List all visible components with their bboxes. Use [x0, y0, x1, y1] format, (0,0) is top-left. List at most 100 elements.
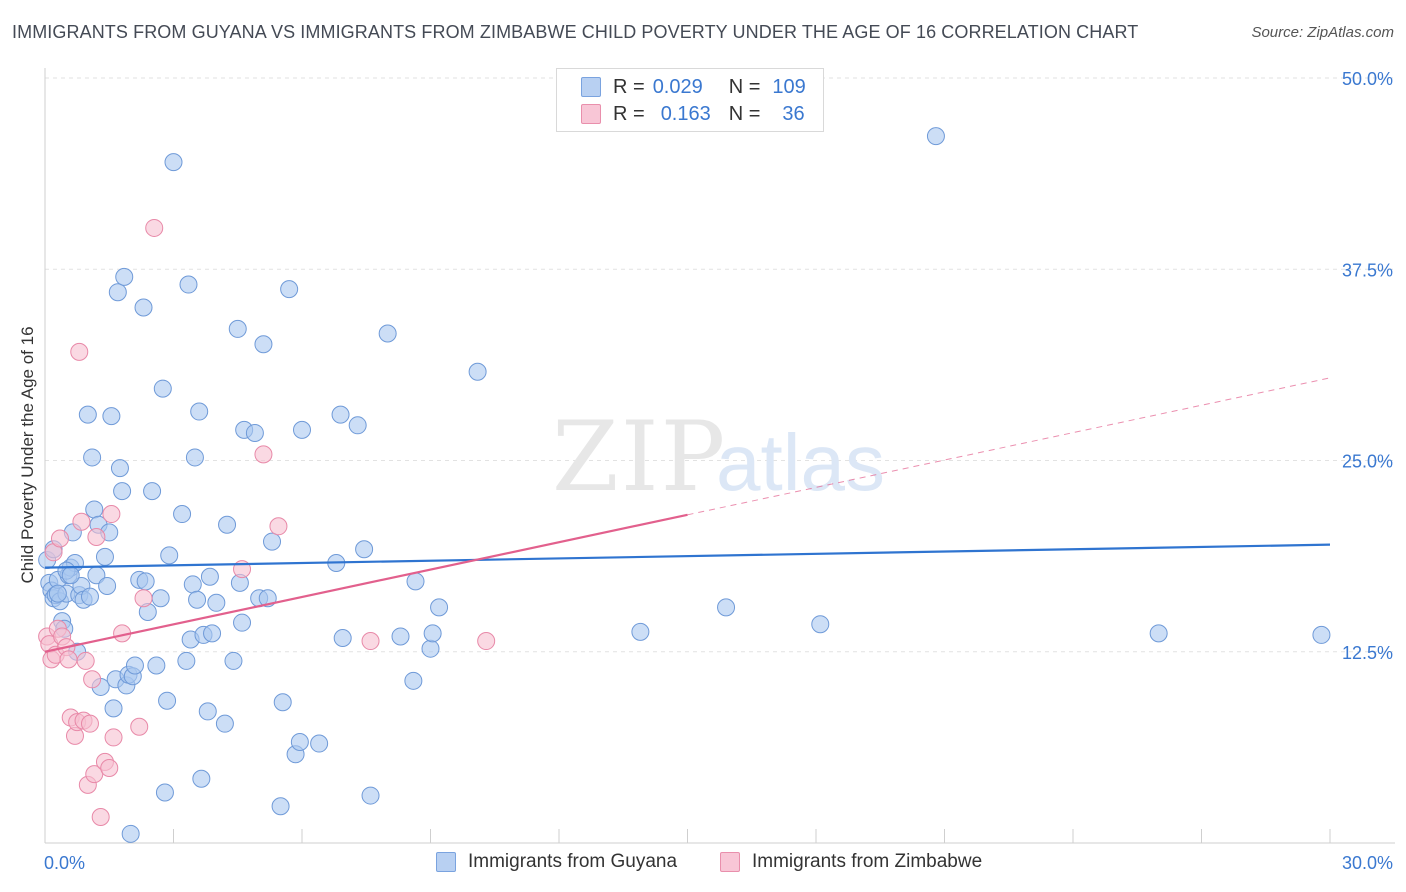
guyana-point: [631, 622, 650, 641]
zimbabwe-point: [100, 759, 119, 778]
legend-item-zimbabwe[interactable]: Immigrants from Zimbabwe: [720, 851, 982, 873]
guyana-point: [179, 275, 198, 294]
watermark-zip: ZIP: [552, 401, 727, 513]
y-tick-label: 25.0%: [1342, 452, 1393, 472]
r-label: R =: [613, 102, 645, 125]
guyana-point: [421, 639, 440, 658]
y-tick-label: 12.5%: [1342, 643, 1393, 663]
n-label: N =: [728, 102, 761, 125]
guyana-point: [158, 691, 177, 710]
guyana-point: [155, 783, 174, 802]
guyana-point: [115, 267, 134, 286]
guyana-point: [98, 576, 117, 595]
guyana-point: [110, 459, 129, 478]
guyana-point: [378, 324, 397, 343]
guyana-point: [85, 500, 104, 519]
guyana-point: [104, 699, 123, 718]
guyana-point: [183, 575, 202, 594]
zimbabwe-point: [254, 445, 273, 464]
guyana-swatch: [436, 852, 456, 872]
guyana-point: [83, 448, 102, 467]
y-tick-label: 37.5%: [1342, 260, 1393, 280]
zimbabwe-point: [477, 632, 496, 651]
zimbabwe-point: [72, 512, 91, 531]
x-tick-label: 30.0%: [1342, 853, 1393, 873]
guyana-point: [331, 405, 350, 424]
source-label: Source: ZipAtlas.com: [1251, 24, 1394, 41]
zimbabwe-point: [70, 342, 89, 361]
stats-legend-row-zimbabwe: R = 0.163 N = 36: [581, 101, 805, 127]
guyana-point: [203, 624, 222, 643]
guyana-point: [404, 671, 423, 690]
guyana-point: [164, 153, 183, 172]
zimbabwe-point: [76, 651, 95, 670]
zimbabwe-point: [83, 670, 102, 689]
n-value: 109: [772, 75, 806, 98]
zimbabwe-point: [91, 807, 110, 826]
zimbabwe-point: [59, 650, 78, 669]
guyana-point: [188, 590, 207, 609]
guyana-point: [233, 613, 252, 632]
guyana-trend-line: [44, 543, 1331, 569]
guyana-point: [333, 628, 352, 647]
zimbabwe-point: [50, 529, 69, 548]
r-value: 0.163: [660, 102, 711, 125]
zimbabwe-point: [134, 589, 153, 608]
guyana-point: [391, 627, 410, 646]
guyana-point: [1312, 625, 1331, 644]
guyana-point: [218, 515, 237, 534]
guyana-swatch: [581, 77, 601, 97]
guyana-point: [1149, 624, 1168, 643]
guyana-point: [215, 714, 234, 733]
guyana-point: [293, 420, 311, 439]
guyana-point: [245, 423, 264, 442]
zimbabwe-swatch: [720, 852, 740, 872]
guyana-point: [80, 587, 99, 606]
guyana-point: [192, 769, 211, 788]
n-label: N =: [728, 75, 761, 98]
guyana-point: [95, 547, 114, 566]
guyana-point: [185, 448, 204, 467]
guyana-point: [190, 402, 209, 421]
y-axis-label: Child Poverty Under the Age of 16: [18, 326, 37, 584]
guyana-point: [263, 532, 282, 551]
chart-title: IMMIGRANTS FROM GUYANA VS IMMIGRANTS FRO…: [12, 22, 1139, 42]
guyana-point: [143, 482, 162, 501]
guyana-point: [423, 624, 442, 643]
guyana-point: [173, 505, 192, 524]
guyana-point: [348, 416, 367, 435]
r-label: R =: [613, 75, 645, 98]
legend-label-guyana: Immigrants from Guyana: [468, 851, 678, 872]
zimbabwe-point: [130, 717, 149, 736]
guyana-point: [811, 615, 830, 634]
guyana-point: [113, 482, 132, 501]
guyana-point: [430, 598, 449, 617]
guyana-point: [280, 280, 299, 299]
guyana-point: [468, 362, 487, 381]
guyana-point: [224, 651, 243, 670]
watermark-atlas: atlas: [716, 418, 885, 507]
zimbabwe-trend-line: [44, 513, 688, 653]
guyana-point: [160, 546, 179, 565]
guyana-point: [198, 702, 217, 721]
guyana-point: [136, 572, 155, 591]
guyana-point: [125, 656, 144, 675]
guyana-point: [147, 656, 166, 675]
zimbabwe-point: [80, 714, 99, 733]
n-value: 36: [782, 102, 805, 125]
zimbabwe-point: [269, 517, 288, 536]
series-legend: Immigrants from Guyana Immigrants from Z…: [0, 851, 1406, 879]
zimbabwe-swatch: [581, 104, 601, 124]
legend-label-zimbabwe: Immigrants from Zimbabwe: [752, 851, 983, 872]
guyana-point: [151, 589, 170, 608]
guyana-point: [134, 298, 153, 317]
legend-item-guyana[interactable]: Immigrants from Guyana: [436, 851, 677, 873]
zimbabwe-point: [104, 728, 123, 747]
guyana-point: [207, 593, 226, 612]
guyana-point: [361, 786, 380, 805]
r-value: 0.029: [652, 75, 703, 98]
guyana-point: [121, 824, 140, 843]
guyana-point: [290, 733, 309, 752]
guyana-point: [273, 693, 292, 712]
